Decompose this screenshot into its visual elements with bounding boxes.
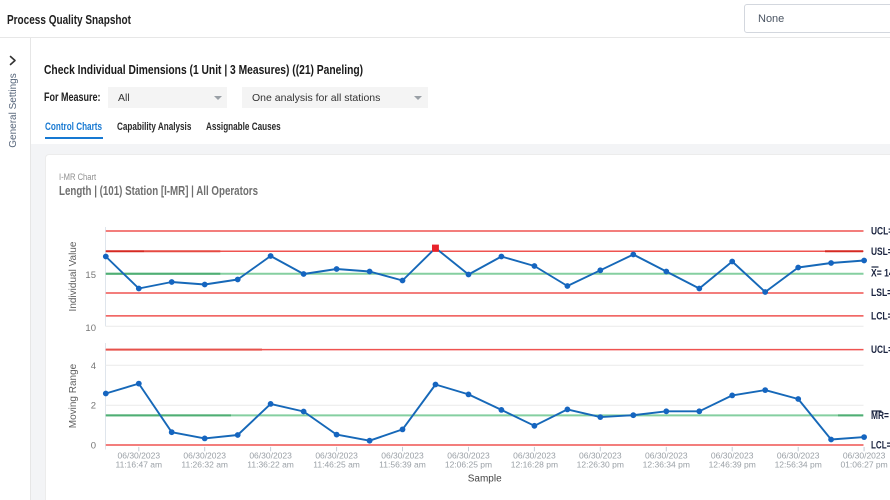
- svg-text:06/30/2023: 06/30/2023: [183, 451, 226, 461]
- svg-text:06/30/2023: 06/30/2023: [843, 451, 886, 461]
- svg-text:11:26:32 am: 11:26:32 am: [181, 459, 228, 469]
- svg-text:Sample: Sample: [468, 474, 502, 485]
- svg-text:06/30/2023: 06/30/2023: [447, 451, 490, 461]
- svg-text:11:56:39 am: 11:56:39 am: [379, 459, 426, 469]
- svg-text:LCL= 11.08: LCL= 11.08: [871, 310, 890, 322]
- svg-text:06/30/2023: 06/30/2023: [777, 451, 820, 461]
- svg-text:Moving Range: Moving Range: [68, 363, 79, 428]
- svg-text:12:26:30 pm: 12:26:30 pm: [577, 459, 624, 469]
- svg-text:4: 4: [91, 361, 96, 372]
- svg-text:LCL= 0: LCL= 0: [871, 439, 890, 451]
- svg-text:UCL= 4.75: UCL= 4.75: [871, 344, 890, 356]
- svg-text:12:16:28 pm: 12:16:28 pm: [511, 459, 558, 469]
- svg-text:MR= 1.45: MR= 1.45: [871, 410, 890, 422]
- svg-text:01:06:27 pm: 01:06:27 pm: [840, 459, 887, 469]
- svg-text:12:56:34 pm: 12:56:34 pm: [775, 459, 822, 469]
- svg-text:06/30/2023: 06/30/2023: [645, 451, 688, 461]
- svg-text:12:06:25 pm: 12:06:25 pm: [445, 459, 492, 469]
- svg-text:10: 10: [85, 323, 96, 334]
- svg-text:06/30/2023: 06/30/2023: [711, 451, 754, 461]
- svg-text:2: 2: [91, 401, 96, 412]
- svg-text:UCL= 19.11: UCL= 19.11: [871, 226, 890, 238]
- svg-text:LSL= 13.20: LSL= 13.20: [871, 287, 890, 299]
- svg-text:06/30/2023: 06/30/2023: [315, 451, 358, 461]
- svg-text:Individual Value: Individual Value: [68, 241, 79, 311]
- svg-text:12:36:34 pm: 12:36:34 pm: [643, 459, 690, 469]
- svg-text:0: 0: [91, 441, 96, 452]
- svg-text:06/30/2023: 06/30/2023: [249, 451, 292, 461]
- svg-text:12:46:39 pm: 12:46:39 pm: [709, 459, 756, 469]
- svg-text:11:46:25 am: 11:46:25 am: [313, 459, 360, 469]
- svg-text:X= 14.97: X= 14.97: [871, 268, 890, 280]
- svg-text:USL= 17.20: USL= 17.20: [871, 246, 890, 258]
- svg-text:15: 15: [85, 270, 96, 281]
- svg-text:11:16:47 am: 11:16:47 am: [115, 459, 162, 469]
- svg-text:06/30/2023: 06/30/2023: [513, 451, 556, 461]
- svg-text:11:36:22 am: 11:36:22 am: [247, 459, 294, 469]
- svg-text:06/30/2023: 06/30/2023: [579, 451, 622, 461]
- svg-text:06/30/2023: 06/30/2023: [118, 451, 161, 461]
- svg-text:06/30/2023: 06/30/2023: [381, 451, 424, 461]
